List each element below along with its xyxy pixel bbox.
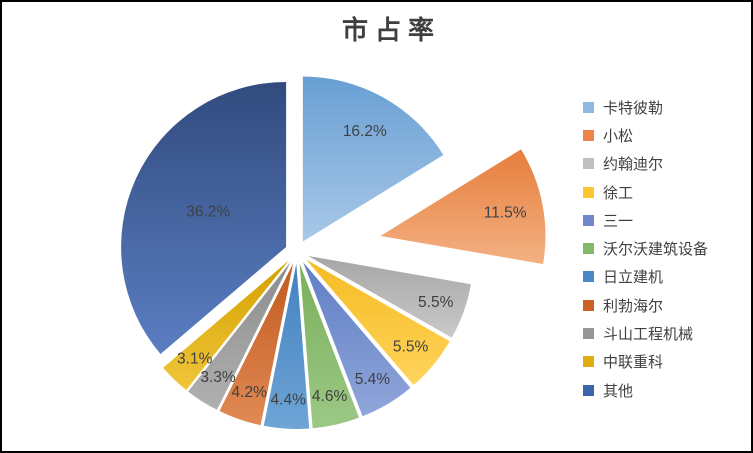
pie-slice-8 (219, 263, 294, 426)
legend-label: 利勃海尔 (603, 297, 664, 315)
pie-slice-10 (163, 260, 289, 390)
legend-label: 小松 (603, 127, 634, 145)
pie-slice-11 (121, 81, 287, 355)
legend-label: 斗山工程机械 (603, 326, 694, 344)
pie-slice-5 (303, 262, 411, 417)
slice-label-5: 5.4% (355, 371, 391, 388)
slice-label-6: 4.6% (312, 388, 348, 405)
legend-swatch-icon (583, 384, 594, 396)
legend-label: 徐工 (603, 184, 634, 202)
pie-slice-4 (306, 259, 450, 386)
legend-item-11: 其他 (583, 376, 708, 404)
pie-slice-7 (263, 263, 310, 429)
legend-item-10: 中联重科 (583, 348, 708, 376)
pie-slice-1 (302, 76, 444, 242)
legend-swatch-icon (583, 101, 594, 113)
legend-swatch-icon (583, 214, 594, 226)
pie-slice-2 (380, 149, 546, 265)
slice-label-10: 3.1% (177, 351, 213, 368)
legend-swatch-icon (583, 271, 594, 283)
legend-label: 日立建机 (603, 269, 664, 287)
legend-swatch-icon (583, 299, 594, 311)
slice-label-7: 4.4% (271, 392, 307, 409)
slice-label-3: 5.5% (418, 294, 454, 311)
slice-label-11: 36.2% (186, 204, 230, 221)
pie-slice-6 (299, 263, 360, 429)
slice-label-1: 16.2% (343, 123, 387, 140)
legend-item-5: 三一 (583, 206, 708, 234)
legend-label: 中联重科 (603, 354, 664, 372)
legend-swatch-icon (583, 356, 594, 368)
legend-swatch-icon (583, 243, 594, 255)
legend-label: 约翰迪尔 (603, 156, 664, 174)
legend-swatch-icon (583, 186, 594, 198)
legend-label: 三一 (603, 212, 634, 230)
pie-slice-3 (308, 256, 471, 338)
pie-slice-9 (188, 262, 291, 410)
chart-title: 市占率 (341, 16, 441, 46)
legend-label: 沃尔沃建筑设备 (603, 241, 709, 259)
legend-item-1: 卡特彼勒 (583, 93, 708, 121)
legend-swatch-icon (583, 129, 594, 141)
slice-label-9: 3.3% (200, 369, 236, 386)
legend-item-6: 沃尔沃建筑设备 (583, 234, 708, 262)
slice-label-2: 11.5% (484, 204, 527, 221)
legend-item-4: 徐工 (583, 178, 708, 206)
legend-item-8: 利勃海尔 (583, 291, 708, 319)
legend-item-7: 日立建机 (583, 263, 708, 291)
legend-item-9: 斗山工程机械 (583, 319, 708, 347)
legend: 卡特彼勒小松约翰迪尔徐工三一沃尔沃建筑设备 日立建机利勃海尔斗山工程机械 中联重科其… (583, 93, 708, 404)
legend-label: 卡特彼勒 (603, 99, 664, 117)
slice-label-8: 4.2% (232, 384, 268, 401)
legend-label: 其他 (603, 382, 634, 400)
legend-swatch-icon (583, 158, 594, 170)
legend-item-2: 小松 (583, 121, 708, 149)
legend-item-3: 约翰迪尔 (583, 150, 708, 178)
slice-label-4: 5.5% (393, 338, 429, 355)
legend-swatch-icon (583, 328, 594, 340)
